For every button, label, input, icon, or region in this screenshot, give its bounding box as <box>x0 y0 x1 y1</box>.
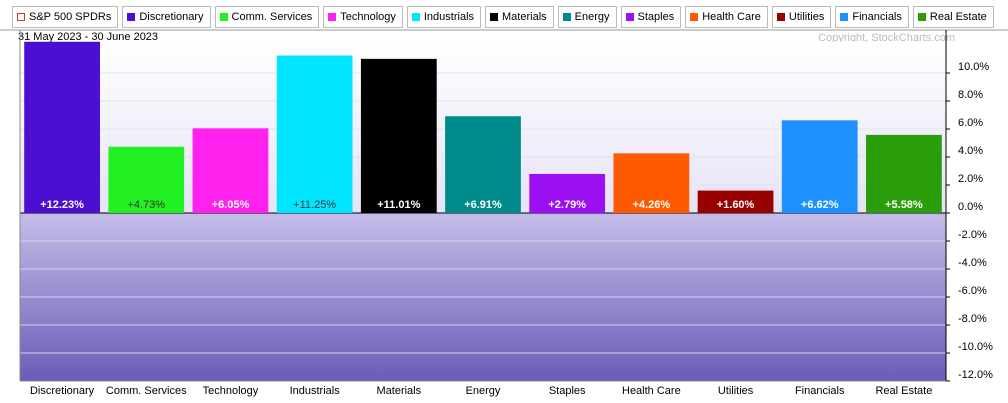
credit: Copyright, StockCharts.com <box>818 32 955 44</box>
bar <box>445 116 521 213</box>
legend-label: Financials <box>852 11 902 23</box>
legend-item[interactable]: Materials <box>485 6 554 28</box>
legend-swatch <box>328 13 337 21</box>
legend-label: Utilities <box>788 11 825 23</box>
bar <box>697 190 774 213</box>
legend-swatch <box>17 13 25 21</box>
legend-label: Staples <box>637 11 675 23</box>
y-tick-label: -4.0% <box>958 257 987 269</box>
legend-label: Real Estate <box>929 11 987 23</box>
value-label: +12.23% <box>40 199 84 211</box>
legend-label: Health Care <box>702 11 761 23</box>
legend-swatch <box>917 13 926 21</box>
legend-label: Discretionary <box>139 11 204 23</box>
legend-swatch <box>127 13 136 21</box>
legend-item[interactable]: Utilities <box>771 6 832 28</box>
bar <box>192 128 269 213</box>
y-tick-label: -10.0% <box>958 341 993 353</box>
legend-label: Technology <box>340 11 396 23</box>
bar <box>781 120 858 213</box>
legend-swatch <box>490 13 499 21</box>
bar <box>360 58 437 213</box>
bar <box>276 55 353 213</box>
legend-label: Industrials <box>423 11 475 23</box>
value-label: +5.58% <box>885 199 923 211</box>
legend-item[interactable]: Technology <box>323 6 403 28</box>
legend-label: Comm. Services <box>231 11 313 23</box>
legend-swatch <box>562 13 571 21</box>
legend-item[interactable]: Staples <box>620 6 682 28</box>
legend-swatch <box>411 13 420 21</box>
legend-item[interactable]: Comm. Services <box>214 6 320 28</box>
legend: S&P 500 SPDRs Discretionary Comm. Services… <box>12 6 994 28</box>
y-tick-label: 6.0% <box>958 117 983 129</box>
subtitle: 31 May 2023 - 30 June 2023 <box>18 31 158 43</box>
legend-swatch <box>840 13 849 21</box>
bar <box>108 146 185 213</box>
legend-swatch <box>776 13 785 21</box>
value-label: +4.73% <box>127 199 165 211</box>
x-tick-label: Real Estate <box>875 385 932 397</box>
y-tick-label: 10.0% <box>958 61 989 73</box>
legend-item[interactable]: Energy <box>557 6 617 28</box>
y-tick-label: 0.0% <box>958 201 983 213</box>
value-label: +11.01% <box>377 199 420 211</box>
value-label: +6.91% <box>464 199 502 211</box>
x-tick-label: Discretionary <box>30 385 95 397</box>
bar <box>613 153 690 213</box>
legend-label: S&P 500 SPDRs <box>29 11 112 23</box>
value-label: +4.26% <box>633 199 671 211</box>
y-tick-label: 4.0% <box>958 145 983 157</box>
legend-swatch <box>219 13 228 21</box>
legend-item[interactable]: S&P 500 SPDRs <box>12 6 119 28</box>
x-tick-label: Staples <box>549 385 586 397</box>
y-tick-label: -6.0% <box>958 285 987 297</box>
legend-item[interactable]: Real Estate <box>912 6 994 28</box>
x-tick-label: Health Care <box>622 385 681 397</box>
legend-item[interactable]: Discretionary <box>122 6 211 28</box>
value-label: +6.62% <box>801 199 839 211</box>
bar <box>529 173 606 213</box>
legend-swatch <box>625 13 634 21</box>
legend-label: Energy <box>574 11 610 23</box>
y-tick-label: 2.0% <box>958 173 983 185</box>
x-tick-label: Materials <box>377 385 422 397</box>
value-label: +1.60% <box>717 199 755 211</box>
x-tick-label: Comm. Services <box>106 385 187 397</box>
legend-swatch <box>690 13 699 21</box>
legend-item[interactable]: Financials <box>835 6 909 28</box>
y-tick-label: -12.0% <box>958 369 993 381</box>
x-tick-label: Utilities <box>718 385 754 397</box>
bar <box>24 41 100 213</box>
value-label: +2.79% <box>548 199 586 211</box>
x-tick-label: Industrials <box>290 385 341 397</box>
legend-label: Materials <box>502 11 547 23</box>
legend-item[interactable]: Health Care <box>685 6 768 28</box>
value-label: +6.05% <box>212 199 250 211</box>
x-tick-label: Technology <box>203 385 259 397</box>
y-tick-label: -8.0% <box>958 313 987 325</box>
value-label: +11.25% <box>293 199 336 211</box>
legend-item[interactable]: Industrials <box>406 6 482 28</box>
bar <box>866 134 942 213</box>
y-tick-label: -2.0% <box>958 229 987 241</box>
x-tick-label: Energy <box>466 385 501 397</box>
x-tick-label: Financials <box>795 385 845 397</box>
y-tick-label: 8.0% <box>958 89 983 101</box>
